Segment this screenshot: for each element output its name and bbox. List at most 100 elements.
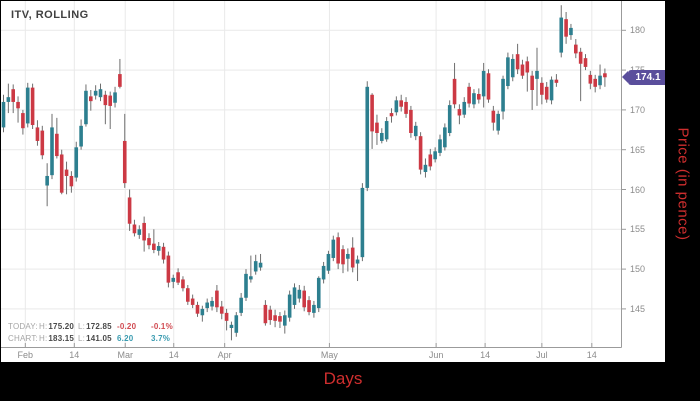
candle-body[interactable] — [598, 75, 602, 86]
candle-body[interactable] — [380, 132, 384, 141]
candle-body[interactable] — [181, 279, 185, 289]
candle-body[interactable] — [244, 273, 248, 298]
candle-body[interactable] — [142, 222, 146, 241]
candle-body[interactable] — [321, 265, 326, 280]
candle-body[interactable] — [472, 93, 476, 105]
candle-body[interactable] — [394, 100, 399, 113]
candle-body[interactable] — [59, 154, 64, 193]
candle-body[interactable] — [89, 96, 93, 102]
candle-body[interactable] — [113, 92, 117, 103]
candle-body[interactable] — [224, 312, 229, 321]
candle-body[interactable] — [564, 19, 568, 37]
candle-body[interactable] — [433, 151, 437, 160]
candle-body[interactable] — [21, 113, 25, 129]
candle-body[interactable] — [443, 127, 447, 148]
candle-body[interactable] — [263, 304, 268, 324]
candle-body[interactable] — [127, 197, 132, 224]
candle-body[interactable] — [399, 100, 403, 107]
candle-body[interactable] — [540, 82, 544, 95]
candle-body[interactable] — [360, 187, 365, 258]
candle-body[interactable] — [423, 164, 428, 172]
candle-body[interactable] — [491, 110, 496, 123]
candle-body[interactable] — [239, 297, 243, 313]
candle-body[interactable] — [316, 277, 321, 309]
candle-body[interactable] — [418, 136, 423, 170]
candle-body[interactable] — [355, 259, 360, 264]
candle-body[interactable] — [326, 253, 331, 271]
candle-body[interactable] — [501, 78, 505, 112]
candle-body[interactable] — [287, 294, 292, 318]
candle-body[interactable] — [559, 17, 564, 53]
candle-body[interactable] — [278, 316, 282, 322]
candle-body[interactable] — [593, 78, 597, 87]
candle-body[interactable] — [535, 70, 539, 79]
candle-body[interactable] — [45, 175, 49, 186]
candle-body[interactable] — [64, 169, 69, 176]
candle-body[interactable] — [190, 298, 195, 305]
candle-body[interactable] — [554, 79, 559, 83]
candle-body[interactable] — [467, 86, 471, 104]
candle-body[interactable] — [176, 272, 180, 283]
candle-body[interactable] — [603, 73, 607, 78]
candle-body[interactable] — [549, 79, 554, 101]
candle-body[interactable] — [161, 246, 166, 260]
candle-body[interactable] — [268, 309, 273, 321]
candle-body[interactable] — [588, 74, 593, 84]
candle-body[interactable] — [249, 276, 253, 280]
candle-body[interactable] — [166, 255, 171, 283]
candle-body[interactable] — [186, 288, 190, 302]
candle-body[interactable] — [156, 246, 161, 251]
candle-body[interactable] — [215, 290, 219, 308]
candle-body[interactable] — [496, 113, 500, 131]
candle-body[interactable] — [50, 127, 54, 176]
candle-body[interactable] — [544, 86, 549, 100]
candle-body[interactable] — [118, 74, 122, 87]
candle-body[interactable] — [336, 237, 340, 264]
candle-body[interactable] — [152, 243, 156, 250]
candle-body[interactable] — [55, 133, 59, 157]
candle-body[interactable] — [205, 302, 209, 309]
candle-body[interactable] — [283, 315, 287, 326]
candle-body[interactable] — [389, 113, 394, 117]
candle-body[interactable] — [74, 147, 79, 178]
candle-body[interactable] — [98, 89, 103, 98]
candle-body[interactable] — [210, 300, 214, 307]
candle-body[interactable] — [234, 315, 239, 333]
candle-body[interactable] — [341, 249, 345, 265]
candle-body[interactable] — [452, 78, 457, 105]
candle-body[interactable] — [103, 94, 108, 106]
candle-body[interactable] — [137, 229, 142, 235]
candle-body[interactable] — [6, 97, 11, 102]
candle-body[interactable] — [219, 306, 224, 314]
candle-body[interactable] — [404, 101, 408, 114]
candle-body[interactable] — [229, 324, 234, 329]
candle-body[interactable] — [11, 89, 15, 102]
candle-body[interactable] — [384, 121, 389, 140]
candle-body[interactable] — [530, 75, 534, 90]
candle-body[interactable] — [84, 90, 88, 125]
candle-body[interactable] — [447, 105, 452, 133]
candle-body[interactable] — [413, 125, 418, 137]
candle-body[interactable] — [69, 175, 74, 187]
candle-body[interactable] — [525, 61, 530, 73]
candle-body[interactable] — [108, 95, 112, 106]
candle-body[interactable] — [40, 130, 45, 156]
candle-body[interactable] — [477, 93, 481, 100]
candle-body[interactable] — [510, 58, 515, 78]
candle-body[interactable] — [457, 109, 462, 116]
candle-body[interactable] — [16, 101, 20, 109]
candle-body[interactable] — [35, 127, 40, 141]
candle-body[interactable] — [574, 44, 578, 54]
candle-body[interactable] — [350, 247, 355, 268]
candle-body[interactable] — [312, 304, 316, 313]
candle-body[interactable] — [30, 87, 35, 126]
candle-body[interactable] — [132, 224, 137, 234]
candle-body[interactable] — [583, 58, 588, 67]
candle-body[interactable] — [365, 86, 370, 188]
candle-body[interactable] — [520, 64, 525, 76]
candle-body[interactable] — [331, 239, 336, 258]
candle-body[interactable] — [273, 315, 277, 321]
candle-body[interactable] — [79, 125, 83, 147]
candle-body[interactable] — [486, 73, 491, 100]
